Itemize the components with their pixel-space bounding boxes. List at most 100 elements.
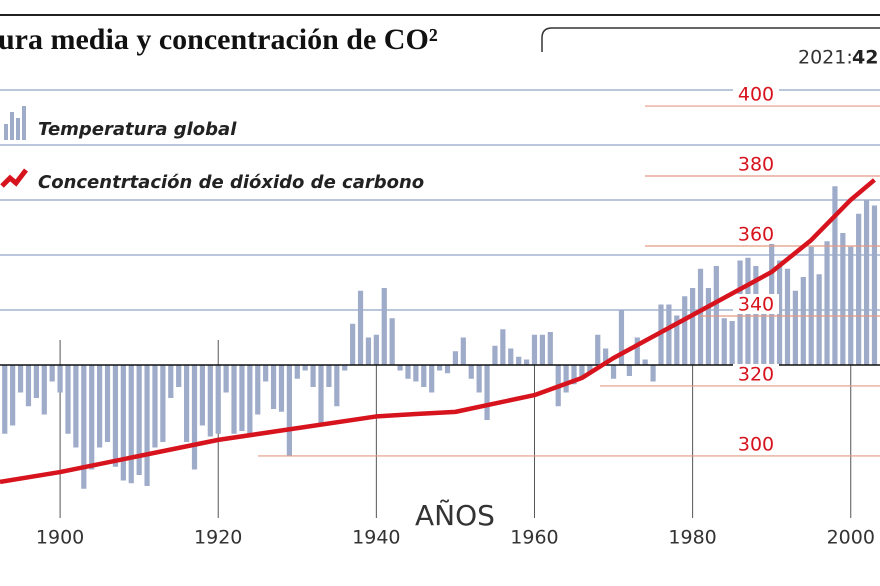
bar <box>239 365 245 431</box>
bar <box>97 365 103 448</box>
bar <box>389 318 395 365</box>
bar <box>413 365 419 382</box>
bar <box>863 200 870 365</box>
bar <box>452 351 459 365</box>
bar <box>587 365 593 374</box>
bar <box>523 359 530 365</box>
legend-label: Concentrtación de dióxido de carbono <box>38 172 424 193</box>
bar <box>642 359 648 365</box>
bar <box>421 365 427 387</box>
bar <box>508 348 514 365</box>
bar <box>247 365 253 434</box>
co2-line <box>0 178 876 485</box>
bar <box>302 365 308 371</box>
bar <box>215 365 221 434</box>
bar <box>120 365 126 481</box>
bar <box>231 365 237 434</box>
bar <box>176 365 182 387</box>
bar <box>547 332 553 365</box>
bar <box>263 365 269 382</box>
bar <box>112 365 119 467</box>
y2-tick-label: 380 <box>738 154 774 176</box>
bar <box>160 365 166 442</box>
x-tick-label: 1940 <box>352 527 400 549</box>
bar <box>476 365 482 393</box>
bar <box>468 365 474 379</box>
bar <box>373 334 379 365</box>
bar <box>73 365 79 448</box>
bar <box>539 334 545 365</box>
bar <box>610 365 617 379</box>
bar <box>492 345 498 365</box>
legend-line-icon <box>0 168 28 188</box>
bar <box>437 365 443 371</box>
bar <box>563 365 569 393</box>
info-value: 42 <box>852 47 878 69</box>
y2-label-bg <box>733 84 779 105</box>
x-tick-label: 1900 <box>36 527 84 549</box>
bar <box>17 365 24 393</box>
y2-tick-label: 400 <box>738 84 774 106</box>
y2-tick-label: 300 <box>738 433 774 455</box>
bar <box>152 365 158 448</box>
bar <box>81 365 87 489</box>
bar <box>816 274 822 365</box>
bar <box>761 304 767 365</box>
bar <box>856 213 862 365</box>
bar <box>397 365 403 371</box>
bar <box>840 233 846 365</box>
y2-tick-label: 340 <box>738 293 774 315</box>
bar <box>318 365 324 426</box>
bar <box>848 246 854 365</box>
bar <box>278 365 285 412</box>
bar <box>808 246 814 365</box>
bar <box>25 365 32 407</box>
bar <box>800 277 806 365</box>
bar <box>626 365 632 376</box>
bar <box>365 337 372 365</box>
x-axis-label: AÑOS <box>415 499 495 532</box>
y2-tick-label: 320 <box>738 363 774 385</box>
bar <box>207 365 213 437</box>
bar <box>168 365 174 398</box>
bar <box>49 365 55 382</box>
y2-label-bg <box>733 363 779 384</box>
legend: Temperatura global Concentrtación de dió… <box>0 106 424 193</box>
bar <box>357 290 364 365</box>
bar <box>697 268 704 365</box>
bar <box>682 296 688 365</box>
bar <box>286 365 292 456</box>
bar <box>342 365 348 371</box>
bar <box>326 365 332 387</box>
bar <box>705 288 712 365</box>
bar <box>429 365 435 393</box>
y2-label-bg <box>733 223 779 244</box>
legend-bar-icon <box>4 106 26 140</box>
bar <box>618 310 625 365</box>
bar <box>634 337 640 365</box>
bar <box>729 321 735 365</box>
bar <box>832 186 838 365</box>
bar <box>294 365 300 379</box>
bar <box>579 365 585 379</box>
bar <box>136 365 142 475</box>
y2-label-bg <box>733 154 779 175</box>
x-tick-label: 1960 <box>510 527 558 549</box>
bar <box>405 365 411 379</box>
bar <box>571 365 577 385</box>
bar <box>871 205 878 365</box>
bar <box>57 365 63 393</box>
y2-label-bg <box>733 293 779 314</box>
bar <box>666 304 672 365</box>
bar <box>658 304 664 365</box>
legend-label: Temperatura global <box>38 119 237 140</box>
bar <box>674 315 680 365</box>
bar <box>33 365 39 398</box>
x-tick-label: 2000 <box>827 527 875 549</box>
y2-tick-label: 360 <box>738 223 774 245</box>
bar <box>270 365 277 409</box>
bar <box>350 323 356 365</box>
bar <box>2 365 8 434</box>
y2-label-bg <box>733 433 779 454</box>
bar <box>10 365 16 426</box>
